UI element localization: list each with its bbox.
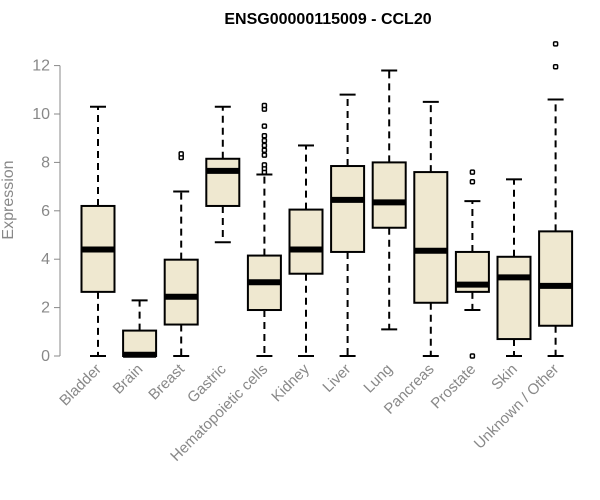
outlier-point xyxy=(261,133,268,139)
outlier-point xyxy=(261,137,268,144)
outlier-point xyxy=(261,152,268,158)
x-tick-label: Bladder xyxy=(56,361,105,410)
y-axis: 0 2 4 6 8 10 12 xyxy=(32,58,61,365)
outlier-point xyxy=(552,41,559,47)
iqr-box xyxy=(163,258,199,326)
outlier-point xyxy=(261,142,268,149)
y-tick-label: 2 xyxy=(41,300,50,317)
box-bladder xyxy=(80,105,116,357)
box-breast xyxy=(163,151,199,357)
x-tick-label: Liver xyxy=(319,361,354,396)
outlier-point xyxy=(178,151,184,157)
x-tick-label: Skin xyxy=(488,361,521,394)
box-series xyxy=(80,41,574,359)
iqr-box xyxy=(413,171,449,304)
outlier-point xyxy=(552,64,559,70)
box-skin xyxy=(496,178,532,357)
x-tick-label: Brain xyxy=(110,361,147,398)
outlier-point xyxy=(261,162,268,168)
y-tick-label: 12 xyxy=(32,58,50,75)
x-tick-label: Kidney xyxy=(268,360,313,405)
y-tick-label: 0 xyxy=(41,348,50,365)
iqr-box xyxy=(122,329,158,357)
outlier-point xyxy=(261,123,268,129)
chart-title: ENSG00000115009 - CCL20 xyxy=(224,11,431,28)
iqr-box xyxy=(371,161,407,229)
outlier-point xyxy=(469,353,476,359)
outlier-point xyxy=(261,102,268,109)
y-tick-label: 6 xyxy=(41,203,50,220)
y-tick-label: 8 xyxy=(41,154,50,171)
x-tick-label: Lung xyxy=(360,361,396,397)
iqr-box xyxy=(496,255,532,341)
iqr-box xyxy=(330,165,366,253)
box-kidney xyxy=(288,144,324,357)
iqr-box xyxy=(288,208,324,275)
box-prostate xyxy=(454,169,490,359)
box-lung xyxy=(371,69,407,331)
box-liver xyxy=(330,93,366,357)
iqr-box xyxy=(205,157,241,207)
box-unknown-other xyxy=(538,41,574,357)
iqr-box xyxy=(538,230,574,327)
outlier-point xyxy=(261,147,268,154)
box-brain xyxy=(122,299,158,358)
y-tick-label: 10 xyxy=(32,106,50,123)
outlier-point xyxy=(469,169,476,175)
y-axis-label: Expression xyxy=(0,160,17,239)
x-tick-label: Prostate xyxy=(428,361,480,413)
box-hematopoietic-cells xyxy=(246,102,282,357)
y-tick-label: 4 xyxy=(41,251,50,268)
x-tick-label: Breast xyxy=(145,360,188,403)
box-gastric xyxy=(205,105,241,244)
box-pancreas xyxy=(413,100,449,357)
outlier-point xyxy=(469,179,476,185)
